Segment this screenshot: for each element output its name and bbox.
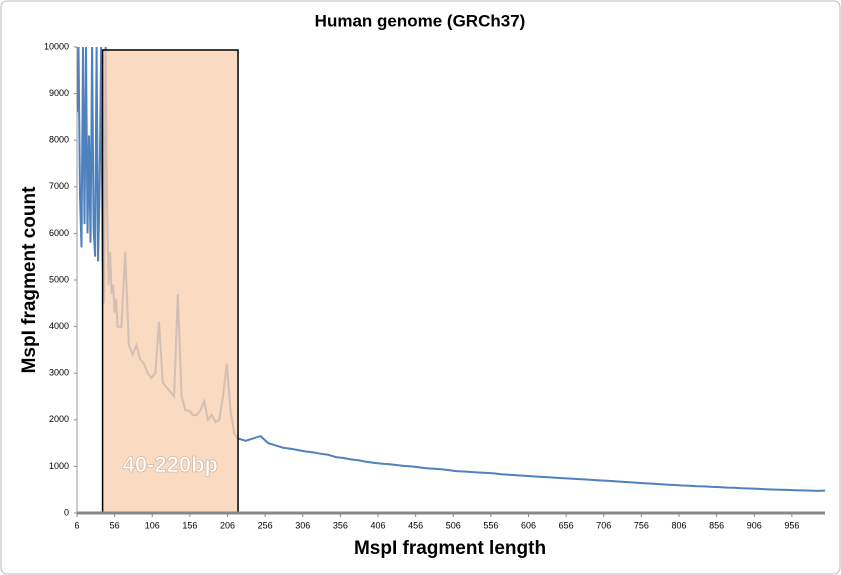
y-tick-label: 10000 — [44, 41, 69, 51]
x-tick-label: 606 — [521, 520, 536, 530]
y-tick-label: 0 — [64, 507, 69, 517]
x-tick-label: 656 — [559, 520, 574, 530]
x-tick-label: 106 — [145, 520, 160, 530]
annotation: 40-220bp — [123, 452, 218, 477]
y-tick-label: 5000 — [49, 274, 69, 284]
y-tick-label: 1000 — [49, 461, 69, 471]
y-tick-label: 4000 — [49, 321, 69, 331]
y-axis-label: MspI fragment count — [19, 186, 40, 374]
highlight-box — [101, 49, 239, 514]
x-tick-label: 506 — [446, 520, 461, 530]
x-tick-label: 356 — [333, 520, 348, 530]
x-tick-label: 756 — [634, 520, 649, 530]
x-tick-label: 456 — [408, 520, 423, 530]
y-tick-label: 8000 — [49, 135, 69, 145]
y-tick-label: 7000 — [49, 181, 69, 191]
x-tick-label: 806 — [671, 520, 686, 530]
x-tick-label: 156 — [182, 520, 197, 530]
x-axis-label: MspI fragment length — [354, 538, 546, 559]
x-tick-label: 306 — [295, 520, 310, 530]
x-tick-label: 906 — [747, 520, 762, 530]
y-tick-label: 3000 — [49, 368, 69, 378]
x-tick-label: 6 — [74, 520, 79, 530]
y-tick-label: 2000 — [49, 414, 69, 424]
x-tick-label: 56 — [110, 520, 120, 530]
y-tick-label: 6000 — [49, 228, 69, 238]
x-tick-label: 406 — [370, 520, 385, 530]
x-tick-label: 556 — [483, 520, 498, 530]
x-tick-label: 206 — [220, 520, 235, 530]
x-tick-label: 706 — [596, 520, 611, 530]
x-tick-label: 856 — [709, 520, 724, 530]
x-tick-label: 956 — [784, 520, 799, 530]
y-tick-label: 9000 — [49, 88, 69, 98]
chart-title: Human genome (GRCh37) — [315, 11, 526, 30]
x-tick-label: 256 — [258, 520, 273, 530]
